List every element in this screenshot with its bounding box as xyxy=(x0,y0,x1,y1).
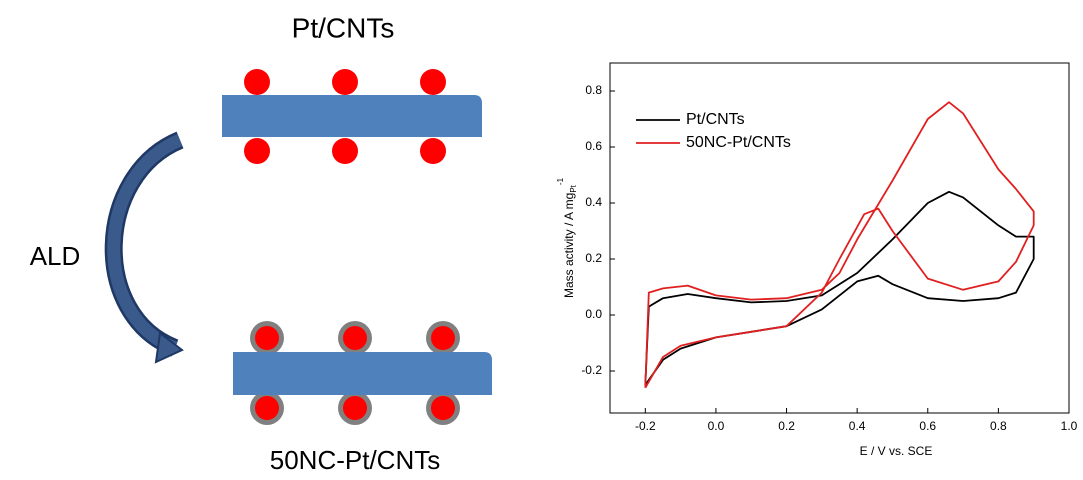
cnt-bar xyxy=(222,95,482,137)
y-label-main: Mass activity / A mg xyxy=(562,193,576,298)
x-tick-label: 0.2 xyxy=(778,419,795,433)
legend-label: 50NC-Pt/CNTs xyxy=(686,134,791,151)
x-axis-label: E / V vs. SCE xyxy=(860,444,933,458)
figure: Pt/CNTs ALD 50NC-Pt/CNTs E / V vs. SCE M… xyxy=(0,0,1083,475)
y-tick-label: 0.8 xyxy=(585,83,602,97)
bottom-label: 50NC-Pt/CNTs xyxy=(270,445,440,475)
x-tick-label: 1.0 xyxy=(1061,419,1078,433)
y-tick-label: 0.4 xyxy=(585,195,602,209)
y-tick-label: -0.2 xyxy=(581,363,602,377)
x-tick-label: 0.6 xyxy=(919,419,936,433)
x-tick-label: 0.4 xyxy=(849,419,866,433)
cnt-bar xyxy=(233,352,492,395)
arrow-label: ALD xyxy=(30,241,81,271)
top-label: Pt/CNTs xyxy=(292,12,395,43)
chart: E / V vs. SCE Mass activity / A mgPt -1 -… xyxy=(556,63,1078,458)
y-label-sup: -1 xyxy=(556,177,565,185)
y-tick-label: 0.6 xyxy=(585,139,602,153)
legend-label: Pt/CNTs xyxy=(686,111,745,128)
plot-frame xyxy=(610,63,1069,413)
y-axis-label: Mass activity / A mgPt -1 xyxy=(556,177,578,298)
y-tick-label: 0.0 xyxy=(585,307,602,321)
y-label-sub: Pt xyxy=(569,184,578,192)
y-tick-label: 0.2 xyxy=(585,251,602,265)
x-tick-label: 0.0 xyxy=(708,419,725,433)
series-line xyxy=(645,192,1033,385)
x-tick-label: -0.2 xyxy=(635,419,656,433)
x-tick-label: 0.8 xyxy=(990,419,1007,433)
